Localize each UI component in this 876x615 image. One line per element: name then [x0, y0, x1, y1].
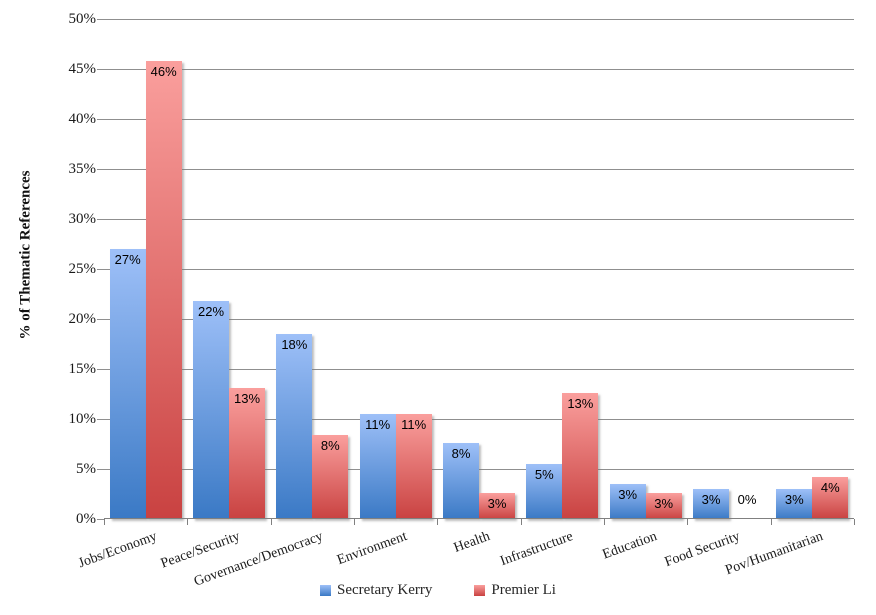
- grid-line: [104, 119, 854, 120]
- legend: Secretary Kerry Premier Li: [0, 582, 876, 599]
- bar-data-label: 11%: [365, 417, 391, 432]
- bar-data-label: 22%: [197, 304, 225, 319]
- bar-secretary-kerry-1: [193, 301, 229, 519]
- bar-premier-li-3: [395, 414, 432, 519]
- bar-premier-li-0: [145, 61, 182, 519]
- y-tick-label: 20%: [68, 311, 97, 327]
- x-axis-tick: [604, 519, 605, 525]
- y-tick-label: 40%: [68, 111, 97, 127]
- legend-label: Secretary Kerry: [337, 582, 433, 598]
- x-axis-tick: [854, 519, 855, 525]
- bar-premier-li-5: [562, 393, 599, 519]
- y-axis-tick: [97, 369, 104, 370]
- y-tick-label: 30%: [68, 211, 97, 227]
- x-axis-tick: [187, 519, 189, 525]
- bar-secretary-kerry-0: [109, 249, 146, 519]
- bar-secretary-kerry-6: [609, 484, 646, 519]
- grid-line: [104, 419, 854, 420]
- bar-premier-li-4: [479, 493, 515, 519]
- bar-secretary-kerry-8: [776, 489, 813, 519]
- y-tick-label: 35%: [68, 161, 97, 177]
- bar-data-label: 3%: [487, 496, 507, 511]
- y-axis-tick: [97, 519, 104, 520]
- bar-data-label: 3%: [784, 492, 804, 507]
- y-tick-label: 5%: [76, 461, 96, 477]
- bar-secretary-kerry-7: [693, 489, 729, 519]
- bar-data-label: 27%: [114, 252, 141, 267]
- bar-data-label: 11%: [401, 417, 427, 432]
- y-tick-label: 25%: [68, 261, 97, 277]
- bar-data-label: 8%: [320, 438, 340, 453]
- legend-swatch-blue: [320, 585, 332, 596]
- bar-secretary-kerry-5: [526, 464, 563, 519]
- bar-data-label: 0%: [737, 492, 757, 507]
- legend-label: Premier Li: [491, 582, 556, 598]
- x-axis-tick: [520, 519, 522, 525]
- bar-premier-li-1: [229, 388, 265, 519]
- x-axis-tick: [770, 519, 772, 525]
- bar-data-label: 13%: [567, 396, 594, 411]
- grid-line: [104, 369, 854, 370]
- y-tick-label: 0%: [76, 511, 96, 527]
- x-axis-tick: [687, 519, 689, 525]
- bar-premier-li-8: [812, 477, 849, 519]
- y-axis-tick: [97, 469, 104, 470]
- bar-secretary-kerry-4: [443, 443, 479, 519]
- bar-data-label: 8%: [451, 446, 471, 461]
- grid-line: [104, 19, 854, 20]
- legend-item-premier-li: Premier Li: [474, 582, 556, 599]
- y-tick-label: 10%: [68, 411, 97, 427]
- y-tick-label: 45%: [68, 61, 97, 77]
- plot-area: 27% 22% 18% 11% 8% 5% 3% 3% 3% 46% 13% 8% 11% 3% 13% 3%…: [76, 19, 855, 590]
- x-axis-line: [104, 518, 854, 519]
- y-axis-tick: [97, 219, 104, 220]
- bar-premier-li-2: [312, 435, 349, 519]
- y-axis-tick: [97, 319, 104, 320]
- bar-data-label: 3%: [618, 487, 638, 502]
- bar-data-label: 46%: [150, 64, 177, 79]
- y-axis-tick: [97, 419, 104, 420]
- y-tick-label: 50%: [68, 11, 97, 27]
- bar-data-label: 13%: [233, 391, 261, 406]
- x-axis-tick: [354, 519, 355, 525]
- bar-data-label: 5%: [534, 467, 554, 482]
- bar-secretary-kerry-2: [276, 334, 313, 519]
- grid-line: [104, 319, 854, 320]
- bar-data-label: 18%: [281, 337, 308, 352]
- y-axis-tick: [97, 119, 104, 120]
- y-axis-tick: [97, 169, 104, 170]
- y-axis-tick: [97, 269, 104, 270]
- bar-data-label: 4%: [820, 480, 840, 495]
- bar-secretary-kerry-3: [359, 414, 396, 519]
- x-axis-tick: [437, 519, 439, 525]
- bar-data-label: 3%: [701, 492, 721, 507]
- grid-line: [104, 69, 854, 70]
- x-axis-tick: [270, 519, 272, 525]
- x-axis-tick: [104, 519, 105, 525]
- grid-line: [104, 469, 854, 470]
- bar-data-label: 3%: [654, 496, 674, 511]
- legend-item-secretary-kerry: Secretary Kerry: [320, 582, 432, 599]
- y-tick-label: 15%: [68, 361, 97, 377]
- grid-line: [104, 219, 854, 220]
- y-axis-tick: [97, 69, 104, 70]
- legend-swatch-red: [474, 585, 486, 596]
- grid-line: [104, 169, 854, 170]
- bar-premier-li-6: [645, 493, 682, 519]
- y-axis-tick: [97, 19, 104, 20]
- grid-line: [104, 269, 854, 270]
